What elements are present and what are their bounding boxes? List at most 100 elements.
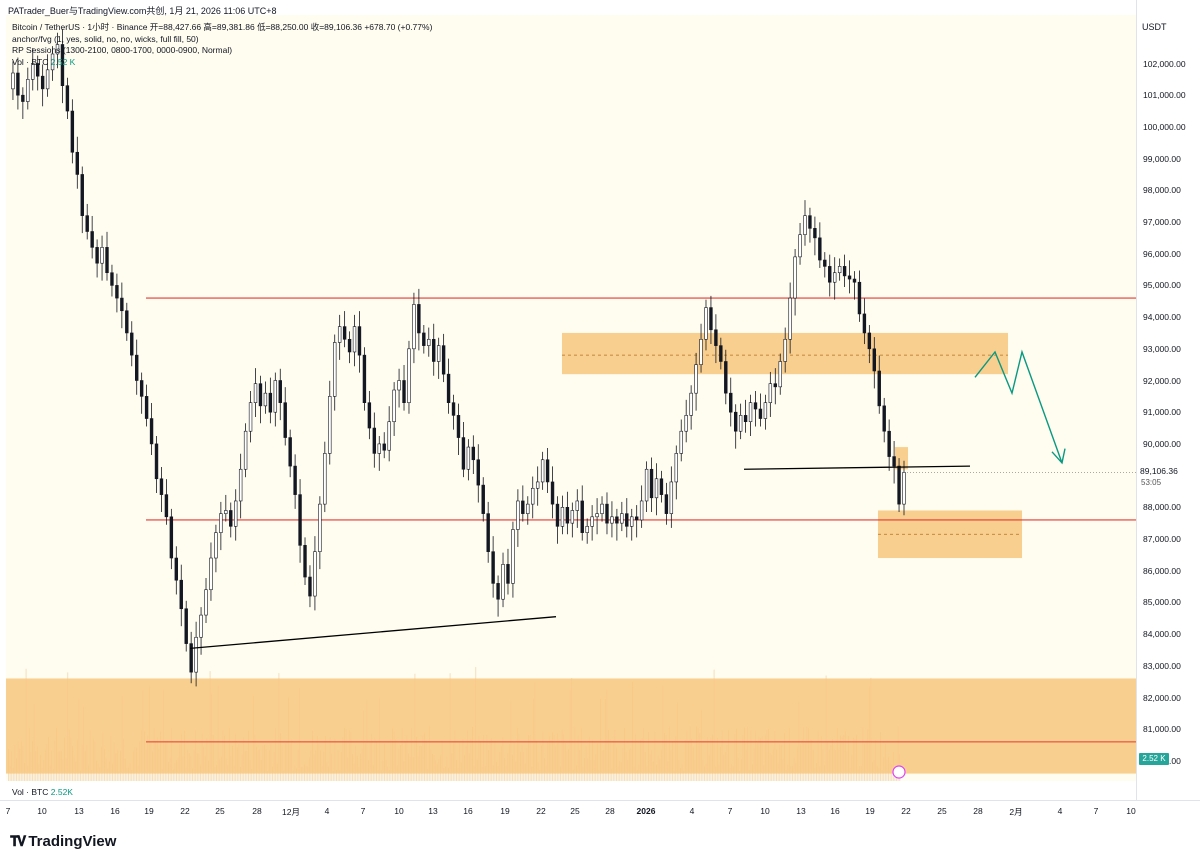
tradingview-logo-icon: 𝐓𝐕	[10, 833, 26, 849]
candle-body	[679, 430, 683, 454]
price-tick: 88,000.00	[1143, 502, 1181, 513]
indicator-fvg-legend[interactable]: anchor/fvg (1, yes, solid, no, no, wicks…	[12, 34, 199, 44]
candle-body	[575, 500, 579, 511]
volume-bar	[729, 767, 731, 781]
time-tick: 25	[570, 806, 580, 816]
volume-bar	[91, 769, 93, 781]
candle-body	[130, 332, 134, 356]
volume-bar	[99, 767, 101, 781]
volume-bar	[41, 767, 43, 781]
time-tick: 12月	[282, 807, 300, 817]
volume-pane-legend[interactable]: Vol · BTC 2.52K	[12, 787, 73, 798]
candle-body	[709, 307, 713, 331]
candle-body	[90, 231, 94, 248]
price-tick: 82,000.00	[1143, 692, 1181, 703]
candle-body	[135, 354, 139, 381]
volume-bar	[473, 766, 475, 781]
symbol-legend[interactable]: Bitcoin / TetherUS · 1小时 · Binance 开=88,…	[12, 22, 433, 32]
candle-body	[803, 215, 807, 235]
candle-body	[610, 516, 614, 524]
indicator-sessions-legend[interactable]: RP Sessions (1300-2100, 0800-1700, 0000-…	[12, 45, 233, 55]
candle-body	[402, 380, 406, 403]
price-unit[interactable]: USDT	[1142, 22, 1167, 32]
candle-body	[229, 510, 233, 527]
volume-bar	[339, 770, 341, 781]
candle-body	[872, 348, 876, 372]
candle-body	[847, 275, 852, 280]
candle-body	[788, 297, 792, 340]
tradingview-logo[interactable]: 𝐓𝐕 TradingView	[10, 833, 116, 850]
candle-body	[605, 503, 609, 524]
candle-body	[466, 446, 471, 470]
lower-demand-zone	[6, 678, 1136, 774]
candle-body	[501, 564, 505, 600]
candle-body	[362, 354, 367, 403]
candle-body	[407, 348, 411, 403]
candle-body	[590, 516, 594, 527]
candle-body	[288, 437, 292, 467]
candle-body	[540, 459, 545, 483]
candle-body	[120, 297, 124, 312]
candle-body	[16, 72, 20, 96]
volume-bar	[131, 769, 133, 781]
candle-body	[620, 513, 624, 524]
candle-body	[738, 415, 743, 432]
candle-body	[491, 551, 495, 584]
candle-body	[278, 380, 282, 403]
candle-body	[55, 44, 60, 55]
candle-body	[570, 510, 575, 524]
tradingview-logo-text: TradingView	[28, 833, 117, 850]
price-tick: 83,000.00	[1143, 660, 1181, 671]
candle-body	[689, 392, 693, 416]
candle-body	[75, 151, 80, 175]
candle-body	[714, 329, 718, 346]
time-tick: 22	[901, 806, 911, 816]
candle-body	[461, 437, 466, 470]
candle-body	[456, 415, 461, 438]
candle-body	[669, 481, 674, 514]
volume-bar	[560, 766, 561, 781]
candle-body	[481, 484, 485, 514]
volume-bar	[387, 766, 389, 781]
candle-body	[471, 446, 476, 461]
time-tick: 25	[215, 806, 225, 816]
candle-body	[308, 576, 312, 597]
candle-body	[531, 487, 535, 505]
candle-body	[451, 402, 456, 416]
volume-legend[interactable]: Vol · BTC 2.52 K	[12, 57, 75, 68]
time-tick: 16	[830, 806, 840, 816]
price-tick: 96,000.00	[1143, 248, 1181, 259]
volume-bar	[582, 766, 584, 781]
volume-bar	[12, 767, 14, 781]
volume-bar	[878, 768, 880, 781]
candle-body	[649, 468, 654, 499]
time-tick: 19	[865, 806, 875, 816]
volume-bar	[598, 769, 600, 781]
candle-body	[828, 266, 832, 283]
volume-bar	[611, 768, 613, 781]
volume-pane-label: Vol · BTC	[12, 787, 49, 797]
candle-body	[887, 430, 891, 457]
time-tick: 2026	[636, 806, 656, 816]
time-tick: 7	[1093, 806, 1099, 816]
candle-body	[45, 69, 50, 90]
candle-body	[446, 373, 451, 403]
candle-body	[21, 94, 25, 102]
volume-bar	[185, 767, 187, 781]
volume-bar	[172, 769, 174, 781]
candle-body	[40, 75, 45, 90]
candle-body	[902, 472, 906, 505]
volume-bar	[539, 769, 541, 781]
volume-legend-value: 2.52 K	[50, 57, 76, 67]
candle-body	[253, 383, 258, 403]
candle-body	[719, 345, 723, 362]
candle-body	[65, 85, 70, 112]
candle-body	[526, 503, 530, 514]
candle-body	[382, 443, 386, 451]
candle-body	[377, 443, 381, 454]
candle-body	[808, 215, 812, 229]
time-tick: 19	[144, 806, 154, 816]
candle-body	[630, 516, 634, 527]
